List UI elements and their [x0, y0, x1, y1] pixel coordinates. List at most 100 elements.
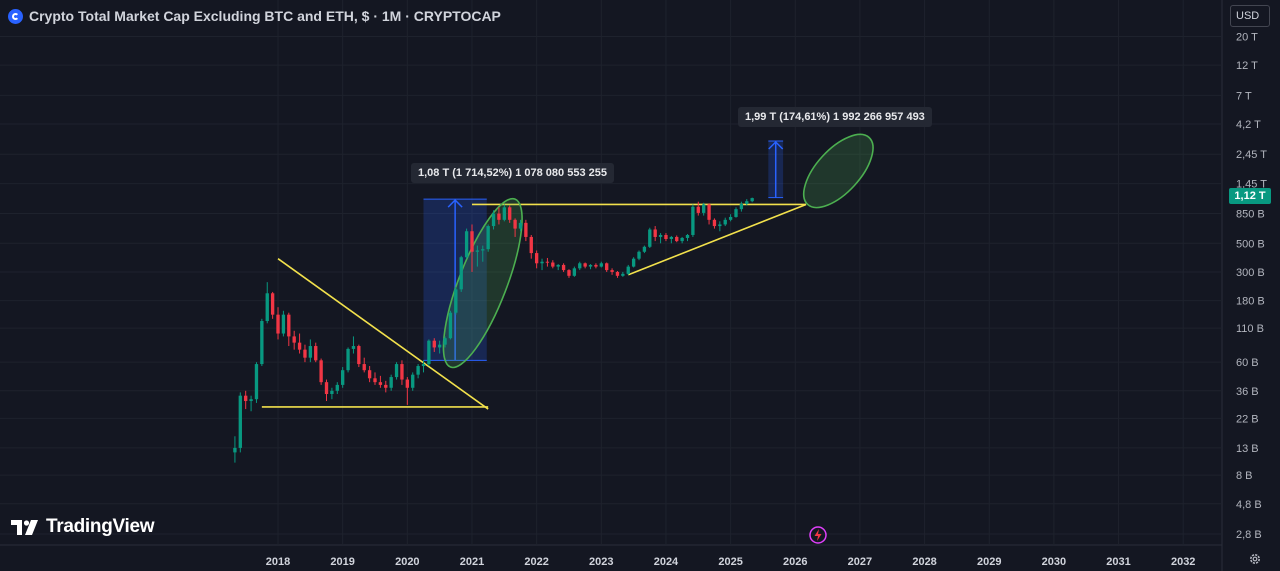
- candle-body: [605, 263, 609, 271]
- candle-body: [615, 271, 620, 276]
- chart-grid: [0, 0, 1223, 571]
- tradingview-logo[interactable]: TradingView: [10, 516, 155, 538]
- gear-icon[interactable]: [1248, 552, 1262, 566]
- candle-body: [567, 270, 571, 276]
- candle-body: [443, 338, 447, 345]
- candle-body: [631, 258, 636, 267]
- candle-body: [378, 382, 383, 385]
- x-tick-label: 2028: [912, 556, 936, 568]
- candle-body: [524, 222, 528, 237]
- trendline-ascending-support: [627, 203, 807, 276]
- symbol-header[interactable]: Crypto Total Market Cap Excluding BTC an…: [8, 6, 501, 26]
- tradingview-logo-icon: [11, 520, 38, 535]
- candle-body: [270, 293, 275, 315]
- candle-body: [481, 249, 485, 251]
- candle-body: [513, 219, 517, 229]
- candle-body: [486, 226, 490, 250]
- y-tick-label: 20 T: [1236, 32, 1258, 44]
- candle-body: [357, 346, 361, 365]
- candle-body: [583, 263, 587, 267]
- candle-body: [233, 447, 237, 453]
- y-tick-label: 12 T: [1236, 60, 1258, 72]
- candle-body: [561, 264, 566, 271]
- currency-selector[interactable]: USD: [1230, 5, 1270, 27]
- candle-body: [287, 314, 291, 337]
- y-tick-label: 22 B: [1236, 413, 1259, 425]
- candle-body: [545, 261, 550, 263]
- x-tick-label: 2021: [460, 556, 484, 568]
- candle-body: [685, 234, 690, 238]
- y-tick-label: 8 B: [1236, 470, 1253, 482]
- y-tick-label: 36 B: [1236, 386, 1259, 398]
- candle-body: [265, 293, 269, 322]
- y-tick-label: 2,8 B: [1236, 529, 1262, 541]
- candle-body: [249, 399, 253, 402]
- lightning-icon[interactable]: [809, 526, 827, 544]
- x-tick-label: 2020: [395, 556, 419, 568]
- candle-body: [281, 314, 286, 334]
- candle-body: [297, 342, 302, 350]
- candle-body: [691, 206, 695, 235]
- candle-body: [454, 289, 458, 313]
- candle-body: [497, 213, 501, 220]
- candle-body: [324, 382, 329, 395]
- candle-body: [529, 236, 533, 254]
- candle-body: [745, 201, 749, 204]
- candle-body: [421, 364, 426, 367]
- time-axis[interactable]: 2018 2019 2020 2021 2022 2023 2024 2025 2026 2027…: [266, 556, 1196, 568]
- candle-body: [238, 395, 242, 448]
- y-tick-label: 1,45 T: [1236, 179, 1267, 191]
- candle-body: [319, 360, 323, 383]
- symbol-title: Crypto Total Market Cap Excluding BTC an…: [29, 8, 501, 24]
- candle-body: [534, 253, 539, 264]
- candle-body: [712, 219, 717, 227]
- brand-name: TradingView: [46, 516, 155, 537]
- candle-body: [696, 206, 700, 213]
- measure-label-2[interactable]: 1,99 T (174,61%) 1 992 266 957 493: [738, 107, 932, 127]
- candle-body: [292, 336, 296, 343]
- candle-body: [351, 346, 356, 349]
- candle-body: [750, 198, 754, 202]
- candle-body: [448, 312, 453, 339]
- x-tick-label: 2024: [654, 556, 679, 568]
- candle-body: [739, 203, 744, 210]
- measure-arrowhead-2: [768, 140, 784, 150]
- candle-body: [642, 246, 647, 252]
- candle-body: [610, 270, 614, 272]
- candle-body: [669, 236, 674, 239]
- candle-body: [502, 207, 506, 220]
- measure-label-1[interactable]: 1,08 T (1 714,52%) 1 078 080 553 255: [411, 163, 614, 183]
- candle-body: [518, 222, 523, 229]
- candle-body: [459, 257, 463, 290]
- candle-body: [330, 390, 334, 395]
- candle-body: [308, 346, 313, 358]
- price-axis[interactable]: 20 T 12 T 7 T 4,2 T 2,45 T 1,45 T 850 B 500 B 30…: [1236, 32, 1267, 541]
- candle-body: [346, 348, 350, 371]
- candle-body: [303, 349, 307, 358]
- candle-body: [384, 384, 388, 388]
- candle-body: [432, 340, 436, 348]
- x-tick-label: 2019: [330, 556, 354, 568]
- candle-body: [718, 224, 722, 227]
- candle-body: [405, 379, 410, 388]
- x-tick-label: 2030: [1042, 556, 1066, 568]
- candle-body: [416, 366, 420, 375]
- candle-body: [362, 364, 366, 371]
- candle-body: [367, 370, 372, 379]
- candle-body: [475, 250, 480, 252]
- y-tick-label: 4,2 T: [1236, 119, 1261, 131]
- y-tick-label: 13 B: [1236, 443, 1259, 455]
- candle-body: [551, 262, 555, 267]
- candle-body: [637, 251, 641, 259]
- y-tick-label: 850 B: [1236, 209, 1265, 221]
- candle-body: [394, 364, 399, 378]
- candle-body: [260, 321, 264, 365]
- candle-body: [556, 264, 560, 267]
- x-tick-label: 2027: [848, 556, 872, 568]
- candle-body: [648, 229, 652, 247]
- candles-layer: [233, 197, 754, 463]
- candle-body: [508, 207, 512, 220]
- candle-body: [653, 229, 657, 237]
- x-tick-label: 2031: [1106, 556, 1130, 568]
